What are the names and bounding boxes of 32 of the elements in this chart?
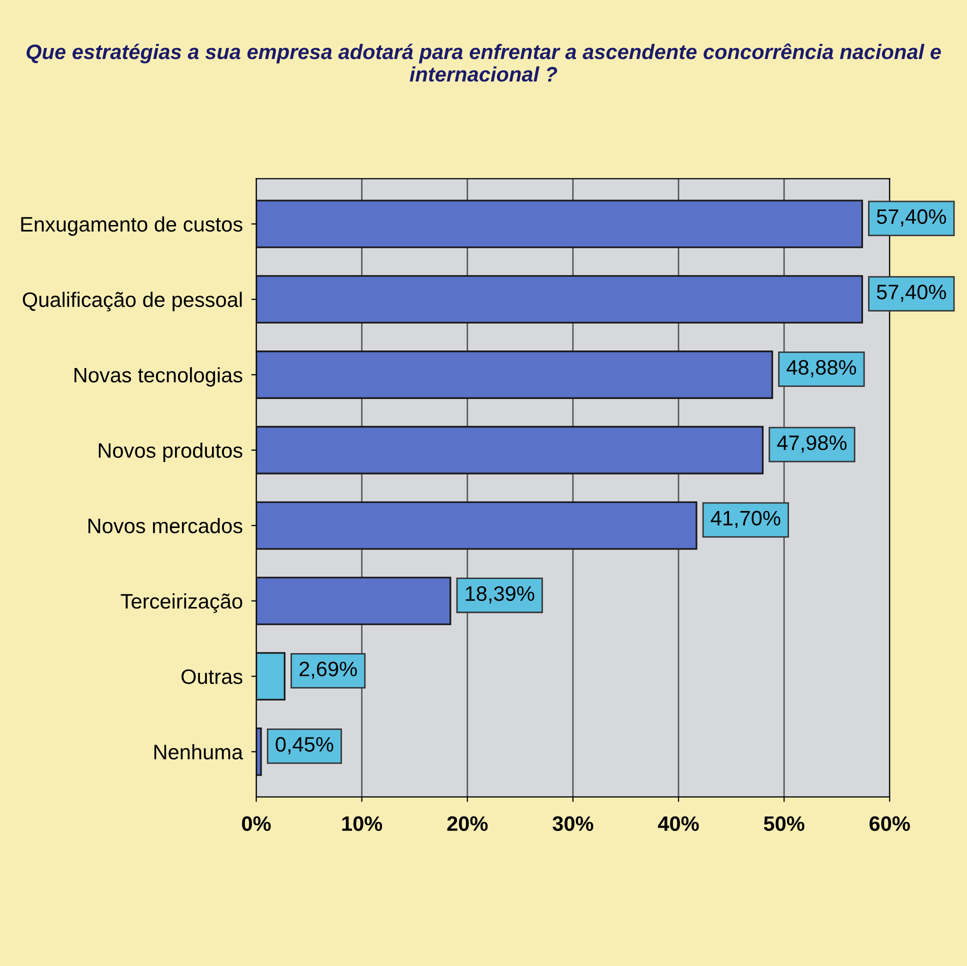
bar — [256, 426, 764, 474]
data-label: 18,39% — [466, 586, 534, 604]
y-tick-label: Novos produtos — [98, 442, 242, 462]
bar — [256, 652, 286, 701]
x-tick-label: 50% — [764, 816, 804, 832]
y-tick-label: Nenhuma — [154, 744, 244, 760]
bar — [256, 200, 864, 248]
x-tick-label: 40% — [658, 816, 699, 832]
y-tick-label: Qualificação de pessoal — [22, 292, 242, 312]
bar — [256, 350, 774, 399]
bar — [256, 728, 262, 776]
data-label: 57,40% — [876, 284, 946, 302]
data-label: 48,88% — [786, 360, 856, 378]
data-label: 57,40% — [876, 209, 946, 226]
bar — [256, 576, 452, 626]
x-tick-label: 0% — [242, 816, 271, 832]
bar — [256, 275, 864, 324]
y-tick-label: Enxugamento de custos — [21, 216, 242, 236]
chart-title: Que estratégias a sua empresa adotará para enfrentar a ascendente concorrência nacional e internacional ? — [26, 43, 941, 82]
bar — [256, 501, 698, 550]
y-tick-label: Outras — [182, 669, 242, 684]
y-tick-label: Novos mercados — [88, 518, 242, 534]
data-label: 47,98% — [777, 435, 847, 453]
y-tick-label: Terceirização — [120, 593, 242, 613]
x-tick-label: 60% — [870, 816, 910, 832]
x-tick-label: 30% — [552, 816, 594, 832]
data-label: 2,69% — [300, 662, 357, 679]
x-tick-label: 20% — [447, 816, 488, 832]
y-tick-label: Novas tecnologias — [74, 367, 242, 387]
x-tick-label: 10% — [342, 816, 382, 832]
data-label: 41,70% — [710, 510, 780, 528]
data-label: 0,45% — [276, 736, 334, 754]
